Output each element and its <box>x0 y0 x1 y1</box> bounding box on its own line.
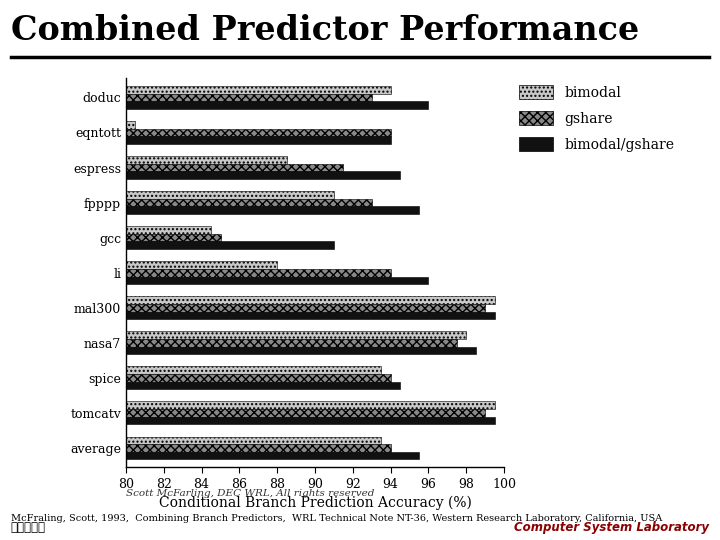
Text: Scott McFarling, DEC WRL, All rights reserved: Scott McFarling, DEC WRL, All rights res… <box>126 489 374 498</box>
Bar <box>126 409 485 417</box>
Bar <box>126 86 391 93</box>
Bar <box>126 199 372 206</box>
Bar <box>126 296 495 304</box>
Bar <box>126 444 391 452</box>
Text: McFraling, Scott, 1993,  Combining Branch Predictors,  WRL Technical Note NT-36,: McFraling, Scott, 1993, Combining Branch… <box>11 514 662 523</box>
Bar <box>126 234 220 241</box>
Text: Combined Predictor Performance: Combined Predictor Performance <box>11 14 639 46</box>
Bar <box>126 93 372 101</box>
Bar <box>126 101 428 109</box>
Bar <box>126 171 400 179</box>
Bar <box>126 312 495 319</box>
Bar <box>126 276 428 284</box>
Bar <box>126 164 343 171</box>
Bar <box>126 382 400 389</box>
Bar <box>126 136 391 144</box>
Bar <box>126 156 287 164</box>
Text: 高麗大学校: 高麗大学校 <box>11 521 46 534</box>
Text: Computer System Laboratory: Computer System Laboratory <box>514 521 709 534</box>
Bar <box>126 401 495 409</box>
Bar <box>126 347 476 354</box>
Bar <box>126 332 467 339</box>
Bar <box>126 241 334 249</box>
Bar <box>126 121 135 129</box>
Bar <box>126 374 391 382</box>
Bar <box>126 191 334 199</box>
X-axis label: Conditional Branch Prediction Accuracy (%): Conditional Branch Prediction Accuracy (… <box>158 496 472 510</box>
Bar <box>126 367 381 374</box>
Bar <box>126 226 211 234</box>
Bar <box>126 269 391 276</box>
Bar <box>126 339 456 347</box>
Legend: bimodal, gshare, bimodal/gshare: bimodal, gshare, bimodal/gshare <box>518 85 675 152</box>
Bar <box>126 417 495 424</box>
Bar <box>126 206 419 214</box>
Bar <box>126 129 391 136</box>
Bar <box>126 261 277 269</box>
Bar <box>126 452 419 460</box>
Bar <box>126 304 485 312</box>
Bar <box>126 436 381 444</box>
